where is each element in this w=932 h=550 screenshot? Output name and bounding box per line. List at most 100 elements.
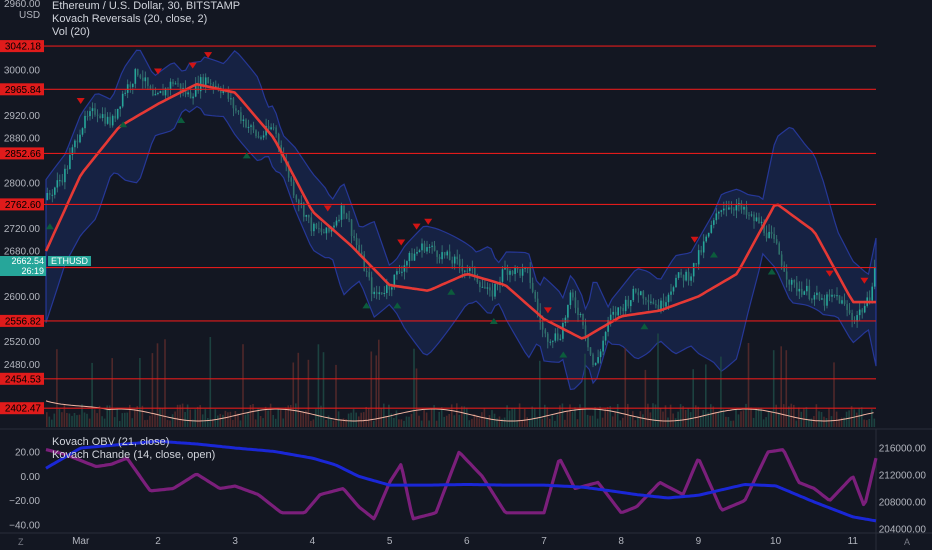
volume-bar <box>141 405 144 427</box>
volume-bar <box>745 403 747 427</box>
candle-body <box>69 155 71 169</box>
candle-body <box>758 217 760 224</box>
volume-bar <box>853 409 855 427</box>
level-label: 2852.66 <box>5 149 42 160</box>
volume-bar <box>767 411 770 427</box>
candle-body <box>197 83 199 92</box>
volume-bar <box>445 415 448 427</box>
candle-body <box>323 231 325 234</box>
auto-scale-icon[interactable]: A <box>904 537 911 547</box>
reversal-down-marker <box>154 68 162 75</box>
volume-bar <box>229 411 232 427</box>
candle-body <box>318 228 320 230</box>
level-label: 2402.47 <box>5 404 42 415</box>
volume-bar <box>790 403 793 427</box>
oscillator-pane[interactable]: 20.00 0.00 −20.00 −40.00 216000.00 212000.00 2… <box>9 439 927 536</box>
price-candles <box>46 67 876 368</box>
volume-bar <box>234 411 237 427</box>
volume-bar <box>720 356 722 427</box>
candle-body <box>84 115 86 129</box>
volume-bar <box>267 410 269 427</box>
legend-kovach-obv[interactable]: Kovach OBV (21, close) <box>52 436 170 448</box>
candle-body <box>89 111 91 117</box>
volume-bar <box>556 414 559 427</box>
volume-bar <box>194 409 196 427</box>
volume-bar <box>833 362 835 427</box>
candle-body <box>730 207 733 210</box>
volume-bar <box>312 419 315 427</box>
volume-bar <box>559 405 561 427</box>
volume-bar <box>176 404 179 427</box>
volume-bar <box>722 409 725 427</box>
volume-bar <box>418 415 420 427</box>
volume-bar <box>463 406 466 427</box>
legend-kovach-chande[interactable]: Kovach Chande (14, close, open) <box>52 449 216 461</box>
candle-body <box>486 287 489 289</box>
volume-bar <box>159 407 161 427</box>
candle-body <box>868 297 871 301</box>
legend-kovach-reversals[interactable]: Kovach Reversals (20, close, 2) <box>52 13 208 25</box>
price-tick-label: 2520.00 <box>4 337 41 348</box>
candle-body <box>46 193 49 201</box>
volume-bar <box>61 412 63 427</box>
volume-bar <box>244 414 247 427</box>
candle-body <box>423 243 426 252</box>
obv-tick-label: 216000.00 <box>879 444 927 455</box>
price-axis[interactable]: 2480.00 2520.00 2600.00 2680.00 2720.00 2800.… <box>4 66 41 371</box>
candle-body <box>597 357 599 363</box>
volume-bar <box>254 419 257 427</box>
moving-average <box>44 82 876 340</box>
time-tick-label: 5 <box>387 536 393 547</box>
candle-body <box>363 254 365 271</box>
volume-bar <box>782 404 785 427</box>
reversal-down-marker <box>188 62 197 69</box>
candle-body <box>801 288 803 295</box>
horizontal-levels[interactable]: 3042.182965.842852.662762.602651.002556.… <box>0 40 876 415</box>
volume-ma-line <box>45 400 874 422</box>
volume-bar <box>217 415 219 427</box>
candle-body <box>456 256 458 259</box>
volume-bar <box>579 404 581 427</box>
volume-bar <box>282 418 284 427</box>
candle-body <box>861 309 863 313</box>
candle-body <box>650 301 652 303</box>
candle-body <box>635 288 637 293</box>
time-axis[interactable]: Mar 2 3 4 5 6 7 8 9 10 11 <box>72 536 858 547</box>
legend-volume[interactable]: Vol (20) <box>52 26 90 38</box>
candle-body <box>481 286 484 288</box>
volume-bar <box>139 358 141 427</box>
candle-body <box>418 250 421 252</box>
candle-body <box>49 193 51 195</box>
candle-body <box>582 314 584 326</box>
candle-body <box>783 265 785 272</box>
candle-body <box>272 127 275 129</box>
candle-body <box>524 267 526 269</box>
candle-body <box>526 267 529 269</box>
candle-body <box>416 252 418 254</box>
time-tick-label: 6 <box>464 536 470 547</box>
candle-body <box>755 217 758 222</box>
timezone-icon[interactable]: Z <box>18 537 24 547</box>
candle-body <box>300 203 303 205</box>
candle-body <box>725 208 728 210</box>
candle-body <box>682 274 685 281</box>
candle-body <box>154 93 157 96</box>
symbol-tag: ETHUSD <box>48 256 92 266</box>
volume-bar <box>450 404 453 427</box>
volume-bar <box>772 350 775 427</box>
volume-bar <box>365 407 367 427</box>
candle-body <box>164 88 167 96</box>
volume-bar <box>186 404 189 427</box>
candle-body <box>665 302 667 307</box>
volume-bar <box>828 408 830 427</box>
price-tick-label: 2800.00 <box>4 179 41 190</box>
volume-bar <box>672 413 674 427</box>
candle-body <box>391 287 393 290</box>
candle-body <box>91 108 94 112</box>
volume-bar <box>571 411 574 427</box>
candle-body <box>260 137 262 139</box>
candle-body <box>811 298 813 300</box>
volume-bar <box>533 408 536 427</box>
volume-bar <box>491 410 493 427</box>
